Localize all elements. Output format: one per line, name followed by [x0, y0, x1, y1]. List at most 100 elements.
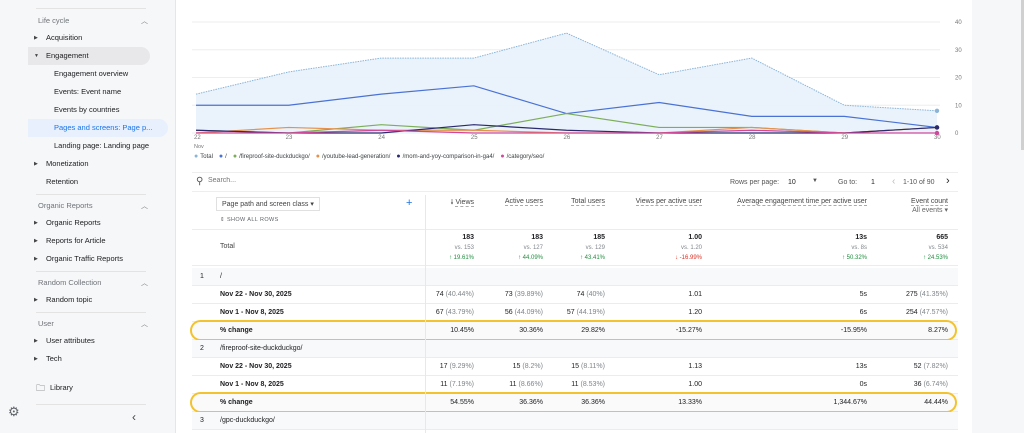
rows-per-page-select[interactable]: 10 [788, 179, 796, 186]
legend-label: / [225, 154, 227, 160]
table-cell: 36.36% [519, 399, 543, 406]
table-cell: 74 (40%) [576, 291, 605, 298]
total-cell: 185 vs. 129 ↑ 43.41% [579, 234, 605, 261]
table-row-group[interactable]: 3/gpc-duckduckgo/ [192, 412, 958, 430]
table-cell: 52 (7.82%) [913, 363, 948, 370]
table-cell: 6s [859, 309, 867, 316]
table-cell: 1.01 [688, 291, 702, 298]
next-page-icon[interactable]: › [946, 175, 950, 187]
x-sub-label: Nov [194, 144, 204, 150]
legend-marker-icon: ● [194, 153, 199, 160]
sidebar-item-user-attributes[interactable]: ▶ User attributes [28, 332, 168, 350]
sidebar-item-tech[interactable]: ▶ Tech [28, 350, 168, 368]
legend-item[interactable]: ● Total [194, 153, 213, 160]
page-range: 1-10 of 90 [903, 179, 935, 186]
rows-per-page-label: Rows per page: [730, 179, 780, 186]
folder-icon: 🗀 [36, 383, 46, 393]
chart-legend: ● Total ● / ●/fireproof-site-duckduckgo/●/yo… [194, 153, 544, 160]
legend-label: Total [200, 154, 213, 160]
caret-down-icon: ▼ [34, 53, 39, 59]
chevron-up-icon[interactable]: ︿ [141, 203, 148, 210]
legend-label: /fireproof-site-duckduckgo/ [239, 154, 310, 160]
sort-desc-arrow-icon: 🠗 [450, 199, 456, 206]
sidebar-item-landing-page[interactable]: Landing page: Landing page [54, 141, 150, 150]
table-cell: 13s [855, 363, 867, 370]
column-header[interactable]: Total users [571, 198, 605, 206]
legend-item[interactable]: ●/mom-and-yoy-comparison-in-ga4/ [396, 153, 494, 160]
table-cell: 11 (8.66%) [509, 381, 543, 388]
sidebar-item-pages-and-screens[interactable]: Pages and screens: Page p... [28, 119, 168, 137]
table-cell: 1.00 [688, 381, 702, 388]
legend-item[interactable]: ● / [219, 153, 227, 160]
dimension-select[interactable]: Page path and screen class ▾ [216, 197, 320, 211]
table-row-group[interactable]: 2/fireproof-site-duckduckgo/ [192, 340, 958, 358]
sidebar-item-library[interactable]: 🗀 Library [28, 379, 168, 397]
section-organic-reports[interactable]: Organic Reports ︿ [38, 201, 148, 210]
series-end-marker [934, 130, 940, 136]
series-end-marker [934, 125, 940, 130]
column-header[interactable]: 🠗 Views [450, 199, 474, 207]
chevron-up-icon[interactable]: ︿ [141, 18, 148, 25]
legend-marker-icon: ● [218, 153, 224, 160]
event-filter-select[interactable]: All events ▾ [912, 207, 948, 214]
table-cell: 11 (8.53%) [571, 381, 605, 388]
section-user[interactable]: User ︿ [38, 319, 148, 328]
prev-page-icon[interactable]: ‹ [892, 176, 896, 187]
settings-gear-icon[interactable]: ⚙ [8, 404, 20, 419]
legend-label: /category/seo/ [506, 154, 545, 160]
table-cell: 44.44% [924, 399, 948, 406]
table-header-row: Page path and screen class ▾ + ⇕ SHOW AL… [192, 195, 958, 230]
x-tick-label: 26 [564, 135, 571, 141]
column-header[interactable]: Average engagement time per active user [737, 198, 867, 206]
legend-item[interactable]: ●/category/seo/ [500, 153, 544, 160]
legend-marker-icon: ● [396, 153, 401, 160]
section-random-collection[interactable]: Random Collection ︿ [38, 278, 148, 287]
table-cell: 15 (8.2%) [512, 363, 543, 370]
table-cell: 57 (44.19%) [566, 309, 605, 316]
section-life-cycle[interactable]: Life cycle ︿ [38, 16, 148, 25]
caret-right-icon: ▶ [34, 297, 38, 303]
search-input[interactable] [208, 177, 408, 184]
x-tick-label: 25 [471, 135, 478, 141]
table-row-group[interactable]: 1/ [192, 268, 958, 286]
caret-right-icon: ▶ [34, 238, 38, 244]
chevron-up-icon[interactable]: ︿ [141, 321, 148, 328]
dropdown-arrow-icon: ▾ [310, 201, 314, 208]
legend-marker-icon: ● [232, 153, 238, 160]
add-dimension-plus-icon[interactable]: + [406, 197, 413, 209]
legend-label: /mom-and-yoy-comparison-in-ga4/ [402, 154, 495, 160]
sidebar-item-events-event-name[interactable]: Events: Event name [54, 87, 122, 96]
legend-item[interactable]: ●/fireproof-site-duckduckgo/ [233, 153, 310, 160]
x-tick-label: 28 [749, 135, 756, 141]
collapse-sidebar-chevron-icon[interactable]: ‹ [132, 410, 136, 424]
sidebar-item-monetization[interactable]: ▶ Monetization [28, 155, 168, 173]
table-cell: 10.45% [450, 327, 474, 334]
sidebar-item-acquisition[interactable]: ▶ Acquisition [28, 29, 168, 47]
legend-item[interactable]: ●/youtube-lead-generation/ [316, 153, 391, 160]
sidebar-item-organic-traffic-reports[interactable]: ▶ Organic Traffic Reports [28, 250, 168, 268]
table-cell: 11 (7.19%) [440, 381, 474, 388]
dropdown-arrow-icon[interactable]: ▼ [812, 178, 818, 184]
show-all-rows-button[interactable]: ⇕ SHOW ALL ROWS [220, 217, 279, 223]
sidebar-item-retention[interactable]: Retention [46, 177, 79, 186]
column-header[interactable]: Views per active user [635, 198, 702, 206]
sidebar-item-events-by-countries[interactable]: Events by countries [54, 105, 120, 114]
sidebar-item-engagement-overview[interactable]: Engagement overview [54, 69, 129, 78]
legend-marker-icon: ● [315, 153, 320, 160]
scrollbar[interactable] [1021, 0, 1024, 150]
column-header[interactable]: Event count All events ▾ [911, 198, 948, 214]
table-cell: 254 (47.57%) [905, 309, 948, 316]
sidebar-item-organic-reports[interactable]: ▶ Organic Reports [28, 214, 168, 232]
x-tick-label: 30 [934, 135, 941, 141]
chevron-up-icon[interactable]: ︿ [141, 280, 148, 287]
table-cell: 30.36% [519, 327, 543, 334]
goto-input[interactable]: 1 [871, 179, 875, 186]
table-cell: 5s [859, 291, 867, 298]
sidebar-item-engagement[interactable]: ▼ Engagement [28, 47, 150, 65]
table-cell: 36.36% [581, 399, 605, 406]
total-cell: 183 vs. 153 ↑ 19.61% [448, 234, 474, 261]
sidebar-item-random-topic[interactable]: ▶ Random topic [28, 291, 168, 309]
sidebar-item-reports-for-article[interactable]: ▶ Reports for Article [28, 232, 168, 250]
column-header[interactable]: Active users [504, 198, 543, 206]
table-cell: 15 (8.11%) [571, 363, 605, 370]
